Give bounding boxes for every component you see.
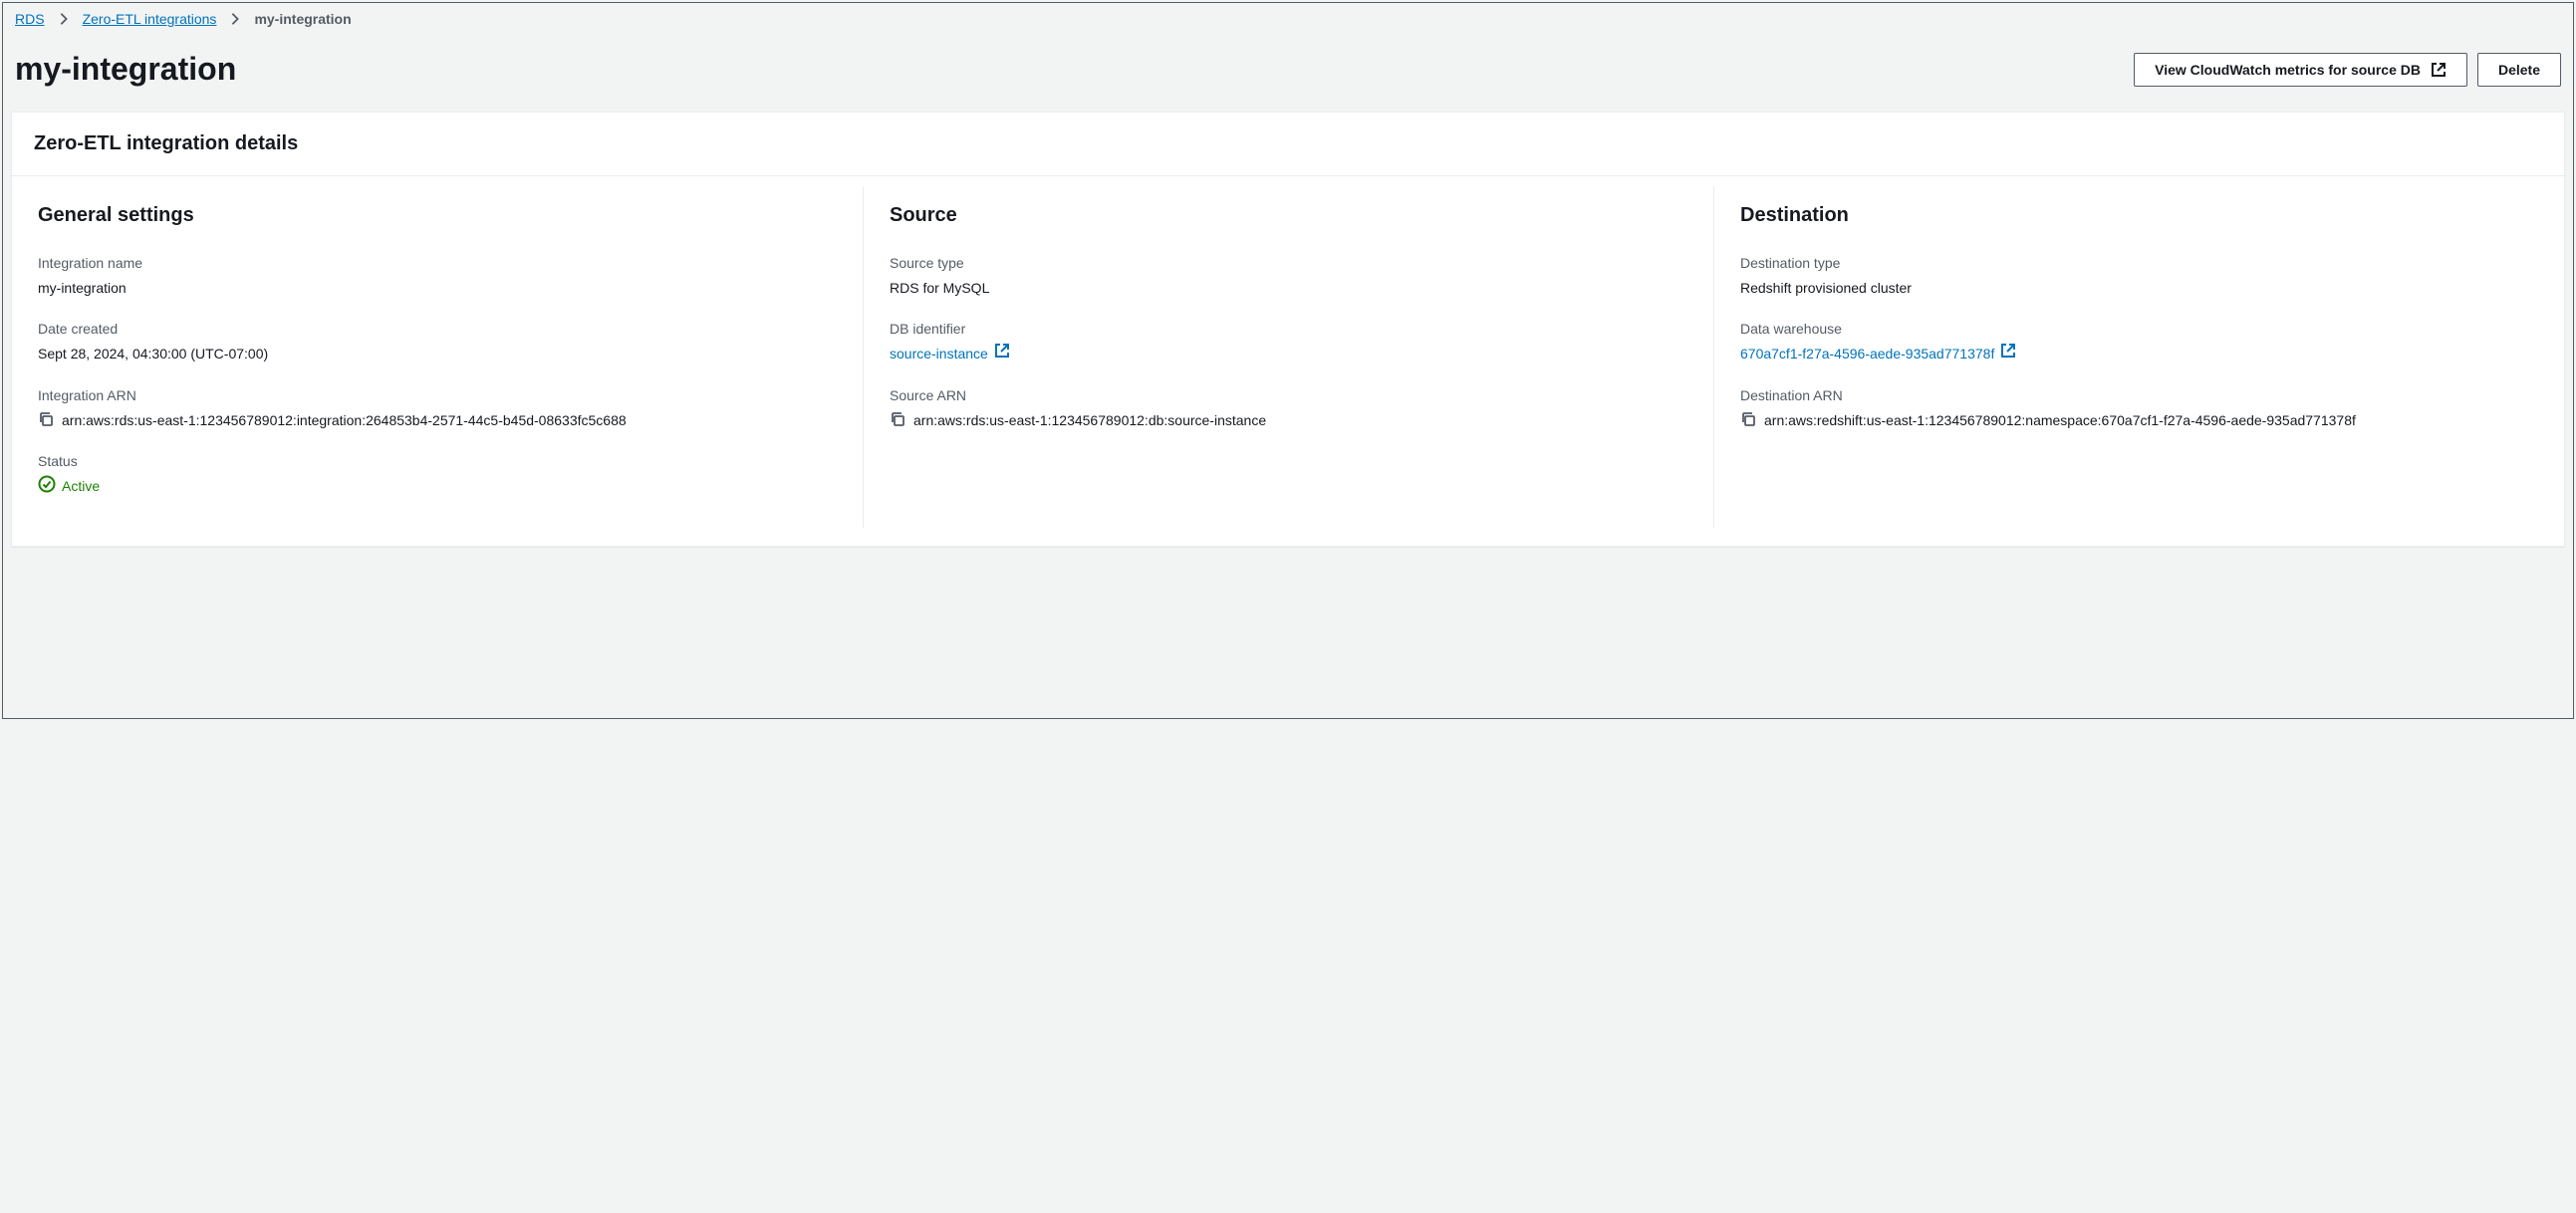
integration-name-value: my-integration bbox=[38, 277, 837, 299]
copy-icon[interactable] bbox=[890, 411, 905, 427]
integration-arn-label: Integration ARN bbox=[38, 387, 837, 403]
date-created-value: Sept 28, 2024, 04:30:00 (UTC-07:00) bbox=[38, 343, 837, 364]
chevron-right-icon bbox=[59, 12, 69, 26]
general-settings-heading: General settings bbox=[38, 204, 837, 227]
view-cloudwatch-metrics-button[interactable]: View CloudWatch metrics for source DB bbox=[2134, 53, 2467, 87]
integration-arn-field: Integration ARN arn:aws:rds:us-east-1:12… bbox=[38, 387, 837, 431]
data-warehouse-field: Data warehouse 670a7cf1-f27a-4596-aede-9… bbox=[1740, 321, 2538, 364]
page-header: my-integration View CloudWatch metrics f… bbox=[3, 33, 2573, 112]
chevron-right-icon bbox=[230, 12, 240, 26]
breadcrumb-rds[interactable]: RDS bbox=[15, 11, 45, 27]
external-link-icon bbox=[2000, 343, 2016, 364]
source-type-label: Source type bbox=[890, 255, 1687, 271]
breadcrumb-current: my-integration bbox=[254, 11, 351, 27]
breadcrumb: RDS Zero-ETL integrations my-integration bbox=[3, 3, 2573, 33]
panel-body: General settings Integration name my-int… bbox=[12, 176, 2564, 546]
panel-header: Zero-ETL integration details bbox=[12, 113, 2564, 176]
page-title: my-integration bbox=[15, 51, 236, 88]
destination-arn-value: arn:aws:redshift:us-east-1:123456789012:… bbox=[1764, 409, 2356, 431]
external-link-icon bbox=[994, 343, 1010, 364]
header-actions: View CloudWatch metrics for source DB De… bbox=[2134, 53, 2561, 87]
date-created-field: Date created Sept 28, 2024, 04:30:00 (UT… bbox=[38, 321, 837, 364]
integration-name-label: Integration name bbox=[38, 255, 837, 271]
date-created-label: Date created bbox=[38, 321, 837, 337]
status-value: Active bbox=[62, 478, 100, 494]
status-field: Status Active bbox=[38, 453, 837, 496]
destination-arn-label: Destination ARN bbox=[1740, 387, 2538, 403]
data-warehouse-value: 670a7cf1-f27a-4596-aede-935ad771378f bbox=[1740, 343, 1994, 364]
status-label: Status bbox=[38, 453, 837, 469]
db-identifier-label: DB identifier bbox=[890, 321, 1687, 337]
delete-button[interactable]: Delete bbox=[2477, 53, 2561, 87]
db-identifier-field: DB identifier source-instance bbox=[890, 321, 1687, 364]
destination-arn-field: Destination ARN arn:aws:redshift:us-east… bbox=[1740, 387, 2538, 431]
page-container: RDS Zero-ETL integrations my-integration… bbox=[2, 2, 2574, 719]
db-identifier-link[interactable]: source-instance bbox=[890, 343, 1010, 364]
destination-type-label: Destination type bbox=[1740, 255, 2538, 271]
copy-icon[interactable] bbox=[38, 411, 54, 427]
integration-details-panel: Zero-ETL integration details General set… bbox=[11, 112, 2565, 547]
source-column: Source Source type RDS for MySQL DB iden… bbox=[863, 186, 1713, 528]
destination-type-value: Redshift provisioned cluster bbox=[1740, 277, 2538, 299]
copy-icon[interactable] bbox=[1740, 411, 1756, 427]
breadcrumb-zero-etl[interactable]: Zero-ETL integrations bbox=[83, 11, 217, 27]
panel-title: Zero-ETL integration details bbox=[34, 132, 2542, 155]
delete-label: Delete bbox=[2498, 62, 2540, 78]
destination-column: Destination Destination type Redshift pr… bbox=[1713, 186, 2564, 528]
source-heading: Source bbox=[890, 204, 1687, 227]
external-link-icon bbox=[2431, 62, 2447, 78]
source-arn-field: Source ARN arn:aws:rds:us-east-1:1234567… bbox=[890, 387, 1687, 431]
source-arn-value: arn:aws:rds:us-east-1:123456789012:db:so… bbox=[913, 409, 1266, 431]
status-value-row: Active bbox=[38, 475, 100, 496]
destination-type-field: Destination type Redshift provisioned cl… bbox=[1740, 255, 2538, 299]
check-circle-icon bbox=[38, 475, 56, 496]
data-warehouse-label: Data warehouse bbox=[1740, 321, 2538, 337]
destination-heading: Destination bbox=[1740, 204, 2538, 227]
db-identifier-value: source-instance bbox=[890, 343, 988, 364]
integration-name-field: Integration name my-integration bbox=[38, 255, 837, 299]
view-cloudwatch-metrics-label: View CloudWatch metrics for source DB bbox=[2155, 62, 2421, 78]
source-arn-label: Source ARN bbox=[890, 387, 1687, 403]
source-type-field: Source type RDS for MySQL bbox=[890, 255, 1687, 299]
data-warehouse-link[interactable]: 670a7cf1-f27a-4596-aede-935ad771378f bbox=[1740, 343, 2016, 364]
integration-arn-value: arn:aws:rds:us-east-1:123456789012:integ… bbox=[62, 409, 627, 431]
general-settings-column: General settings Integration name my-int… bbox=[12, 186, 863, 528]
source-type-value: RDS for MySQL bbox=[890, 277, 1687, 299]
